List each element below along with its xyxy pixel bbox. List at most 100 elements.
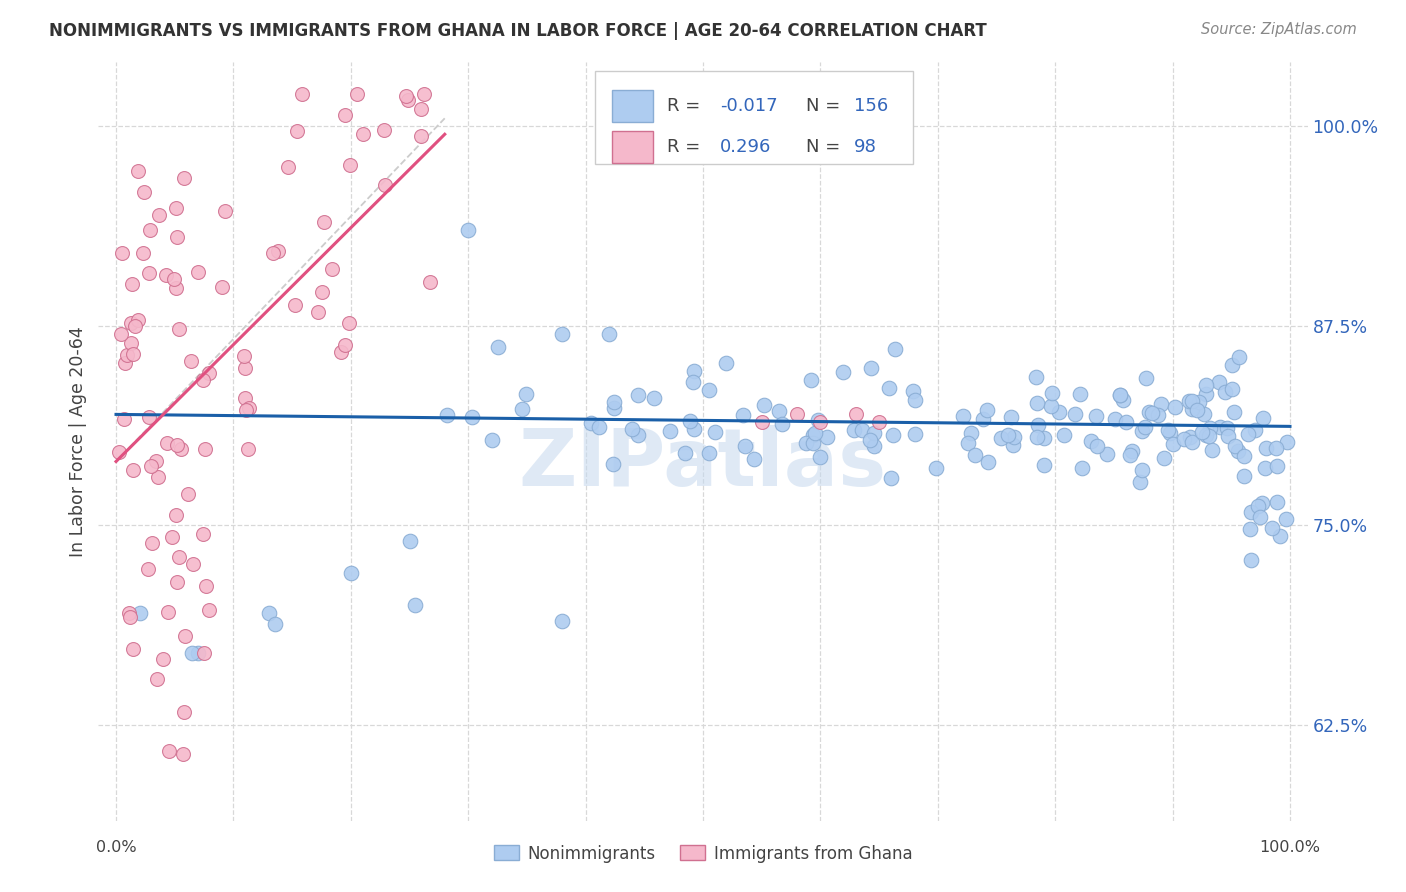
Point <box>1180 434 1202 449</box>
Point <box>510 401 533 416</box>
Point <box>396 93 419 107</box>
Point <box>1142 406 1164 420</box>
Point <box>682 364 704 378</box>
Point <box>235 360 257 375</box>
Point <box>1265 459 1288 474</box>
Point <box>1227 351 1250 365</box>
Point <box>1240 505 1263 519</box>
Point <box>1000 410 1022 425</box>
Text: 0.296: 0.296 <box>720 138 772 156</box>
Point <box>1080 434 1102 448</box>
Point <box>1028 417 1050 432</box>
Point <box>627 388 650 402</box>
Point <box>1195 377 1218 392</box>
Point <box>337 316 360 330</box>
Y-axis label: In Labor Force | Age 20-64: In Labor Force | Age 20-64 <box>69 326 87 557</box>
Point <box>1216 421 1239 435</box>
Point <box>697 384 720 398</box>
Point <box>193 442 215 457</box>
Point <box>262 245 284 260</box>
Point <box>990 432 1012 446</box>
Point <box>1049 405 1071 419</box>
Point <box>673 446 696 460</box>
Point <box>803 426 825 441</box>
Point <box>1069 387 1091 401</box>
Point <box>174 629 197 643</box>
Text: 156: 156 <box>855 97 889 115</box>
Point <box>1053 428 1076 442</box>
Point <box>845 407 868 421</box>
Point <box>1251 496 1274 510</box>
Point <box>1147 408 1170 422</box>
Point <box>187 646 209 660</box>
Point <box>117 606 139 620</box>
Point <box>678 414 700 428</box>
Point <box>551 614 574 628</box>
Point <box>128 606 150 620</box>
Point <box>1233 449 1256 463</box>
Point <box>1159 425 1181 440</box>
Point <box>1233 468 1256 483</box>
Point <box>1115 416 1137 430</box>
Point <box>374 178 396 192</box>
Point <box>181 646 204 660</box>
Point <box>733 408 755 422</box>
Point <box>977 455 1000 469</box>
Point <box>1130 463 1153 477</box>
Point <box>960 426 983 441</box>
Point <box>882 428 904 442</box>
Point <box>180 354 202 368</box>
Point <box>163 271 186 285</box>
Point <box>1033 458 1056 472</box>
Point <box>877 381 900 395</box>
Point <box>1150 397 1173 411</box>
Point <box>976 403 998 417</box>
Point <box>1195 427 1218 442</box>
Point <box>419 275 441 289</box>
Point <box>1153 451 1175 466</box>
Point <box>285 124 308 138</box>
Point <box>193 374 215 388</box>
Point <box>1157 423 1180 437</box>
Point <box>643 391 665 405</box>
Point <box>373 123 395 137</box>
Point <box>1274 511 1296 525</box>
Point <box>267 244 290 258</box>
Point <box>588 420 610 434</box>
Point <box>1260 521 1282 535</box>
Point <box>211 280 233 294</box>
Point <box>810 450 832 464</box>
Text: -0.017: -0.017 <box>720 97 778 115</box>
Point <box>121 641 143 656</box>
Point <box>146 470 169 484</box>
Point <box>122 463 145 477</box>
Point <box>395 89 418 103</box>
Point <box>1109 388 1132 402</box>
Point <box>863 439 886 453</box>
Point <box>166 230 188 244</box>
Point <box>868 415 890 429</box>
Point <box>195 579 218 593</box>
Point <box>333 338 356 352</box>
Point <box>181 557 204 571</box>
Point <box>1188 394 1211 409</box>
Point <box>1085 409 1108 423</box>
Point <box>1164 400 1187 414</box>
Point <box>620 422 643 436</box>
Point <box>884 342 907 356</box>
Point <box>155 268 177 282</box>
Point <box>173 171 195 186</box>
Point <box>409 102 432 116</box>
Point <box>136 561 159 575</box>
Point <box>1161 436 1184 450</box>
Point <box>307 305 329 319</box>
Point <box>1002 430 1025 444</box>
Point <box>187 265 209 279</box>
Point <box>807 413 830 427</box>
Point <box>1264 441 1286 455</box>
Point <box>138 409 160 424</box>
Point <box>165 281 187 295</box>
Point <box>1137 405 1160 419</box>
Point <box>197 603 219 617</box>
Point <box>1178 430 1201 444</box>
